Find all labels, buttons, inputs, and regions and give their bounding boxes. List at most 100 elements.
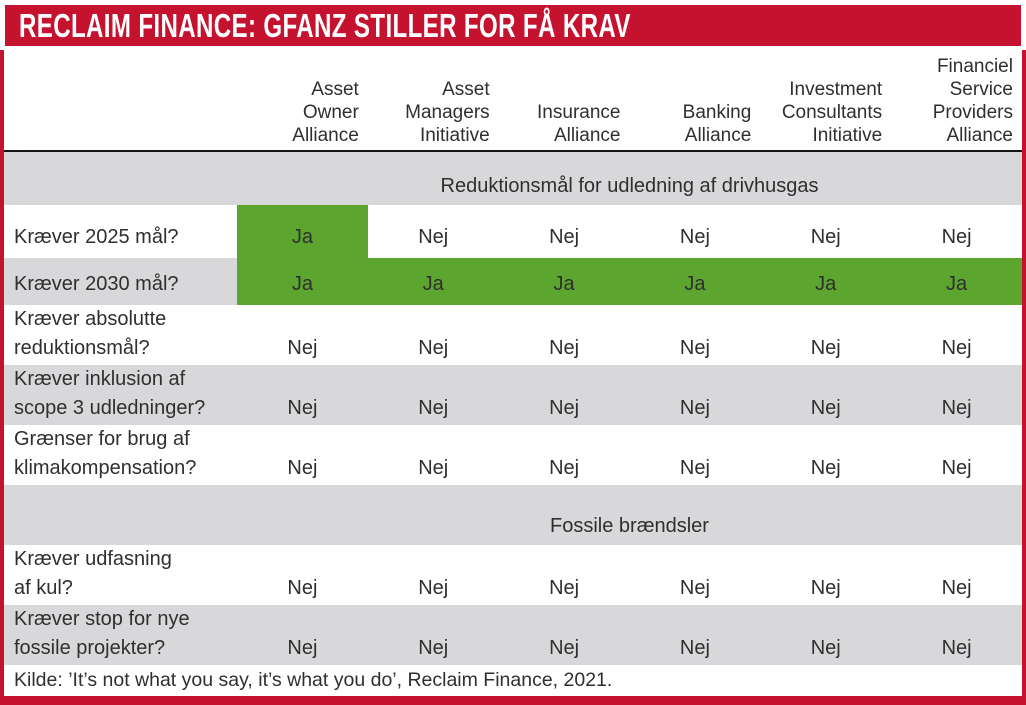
value-cell: Ja <box>367 258 499 305</box>
column-header-row: Asset Owner Alliance Asset Managers Init… <box>4 50 1022 150</box>
column-header-line: Alliance <box>553 125 621 146</box>
row-label-line: Kræver udfasning <box>14 548 172 570</box>
column-header-line: Owner <box>302 102 359 123</box>
column-header-line: Providers <box>932 102 1013 123</box>
row-label: Kræver inklusion af scope 3 udledninger? <box>4 365 237 429</box>
value-cell: Nej <box>679 397 710 419</box>
column-header-line: Asset <box>442 79 490 100</box>
row-label-line: Kræver 2030 mål? <box>14 273 179 295</box>
row-label-line: Grænser for brug af <box>14 428 190 450</box>
value-cell: Nej <box>810 637 841 659</box>
value-cell: Ja <box>891 258 1022 305</box>
row-label-line: Kræver 2025 mål? <box>14 226 179 248</box>
table-row: Kræver 2025 mål? Ja Nej Nej Nej Nej Nej <box>4 205 1022 258</box>
value-cell: Nej <box>418 637 449 659</box>
value-cell: Nej <box>287 577 318 599</box>
column-header-line: Asset <box>311 79 359 100</box>
value-cell: Nej <box>810 397 841 419</box>
value-cell: Nej <box>810 226 841 248</box>
value-cell: Nej <box>941 577 972 599</box>
value-cell: Nej <box>549 577 580 599</box>
value-cell: Nej <box>941 337 972 359</box>
value-cell: Nej <box>679 457 710 479</box>
value-cell: Nej <box>941 397 972 419</box>
row-label-line: Kræver absolutte <box>14 308 167 330</box>
value-cell: Nej <box>810 577 841 599</box>
row-label: Kræver stop for nye fossile projekter? <box>4 605 237 669</box>
value-cell: Nej <box>418 457 449 479</box>
value-cell: Ja <box>498 258 630 305</box>
column-header-line: Alliance <box>684 125 752 146</box>
value-cell: Nej <box>418 226 449 248</box>
row-label-line: fossile projekter? <box>14 637 166 659</box>
column-header-asset-managers-initiative: Asset Managers Initiative <box>368 50 499 150</box>
column-header-asset-owner-alliance: Asset Owner Alliance <box>237 50 368 150</box>
section-band-fossile-braendsler: Fossile brændsler <box>4 485 1022 545</box>
value-cell: Nej <box>679 226 710 248</box>
value-cell: Nej <box>679 637 710 659</box>
value-cell: Nej <box>418 337 449 359</box>
table-row: Kræver inklusion af scope 3 udledninger?… <box>4 365 1022 425</box>
column-header-line: Insurance <box>537 102 621 123</box>
column-header-line: Initiative <box>419 125 490 146</box>
row-label: Grænser for brug af klimakompensation? <box>4 425 237 489</box>
column-header-line: Banking <box>682 102 752 123</box>
row-label-line: klimakompensation? <box>14 457 197 479</box>
row-label-line: af kul? <box>14 577 73 599</box>
value-cell: Nej <box>941 637 972 659</box>
column-header-line: Alliance <box>946 125 1013 146</box>
value-cell: Nej <box>287 337 318 359</box>
row-label-line: reduktionsmål? <box>14 337 150 359</box>
column-header-financiel-service-providers-alliance: Financiel Service Providers Alliance <box>891 50 1022 150</box>
column-header-investment-consultants-initiative: Investment Consultants Initiative <box>760 50 891 150</box>
table-row: Grænser for brug af klimakompensation? N… <box>4 425 1022 485</box>
value-cell: Nej <box>287 637 318 659</box>
value-cell: Ja <box>237 205 368 258</box>
value-cell: Nej <box>418 397 449 419</box>
table-row: Kræver stop for nye fossile projekter? N… <box>4 605 1022 665</box>
title-bar: RECLAIM FINANCE: GFANZ STILLER FOR FÅ KR… <box>5 5 1021 46</box>
value-cell: Nej <box>549 337 580 359</box>
page-title: RECLAIM FINANCE: GFANZ STILLER FOR FÅ KR… <box>19 6 631 44</box>
header-spacer <box>4 50 237 150</box>
band-spacer <box>4 485 237 545</box>
column-header-line: Financiel <box>936 56 1013 77</box>
row-label-line: Kræver inklusion af <box>14 368 186 390</box>
column-header-line: Investment <box>789 79 883 100</box>
value-cell: Nej <box>810 457 841 479</box>
row-label: Kræver udfasning af kul? <box>4 545 237 609</box>
source-note: Kilde: ’It’s not what you say, it’s what… <box>14 669 613 691</box>
table-row: Kræver 2030 mål? Ja Ja Ja Ja Ja Ja <box>4 258 1022 305</box>
column-header-insurance-alliance: Insurance Alliance <box>499 50 630 150</box>
value-cell: Nej <box>287 397 318 419</box>
column-header-line: Consultants <box>781 102 883 123</box>
column-header-banking-alliance: Banking Alliance <box>629 50 760 150</box>
row-label: Kræver absolutte reduktionsmål? <box>4 305 237 369</box>
column-header-line: Alliance <box>292 125 359 146</box>
column-header-line: Managers <box>405 102 490 123</box>
value-cell: Nej <box>418 577 449 599</box>
section-title: Reduktionsmål for udledning af drivhusga… <box>440 175 819 197</box>
table-row: Kræver absolutte reduktionsmål? Nej Nej … <box>4 305 1022 365</box>
value-cell: Nej <box>810 337 841 359</box>
value-cell: Nej <box>549 226 580 248</box>
header-divider <box>4 150 1022 152</box>
row-label-line: Kræver stop for nye <box>14 608 190 630</box>
section-band-reduktionsmaal: Reduktionsmål for udledning af drivhusga… <box>4 152 1022 205</box>
value-cell: Nej <box>941 226 972 248</box>
table-row: Kræver udfasning af kul? Nej Nej Nej Nej… <box>4 545 1022 605</box>
band-spacer <box>4 152 237 205</box>
section-title: Fossile brændsler <box>550 515 709 537</box>
column-header-line: Initiative <box>812 125 883 146</box>
value-cell: Nej <box>679 577 710 599</box>
row-label: Kræver 2030 mål? <box>4 258 237 305</box>
row-label: Kræver 2025 mål? <box>4 205 237 258</box>
row-label-line: scope 3 udledninger? <box>14 397 206 419</box>
value-cell: Ja <box>237 258 368 305</box>
value-cell: Nej <box>549 397 580 419</box>
value-cell: Nej <box>287 457 318 479</box>
value-cell: Ja <box>760 258 892 305</box>
value-cell: Ja <box>629 258 761 305</box>
table-frame: Asset Owner Alliance Asset Managers Init… <box>0 50 1026 705</box>
column-header-line: Service <box>949 79 1013 100</box>
